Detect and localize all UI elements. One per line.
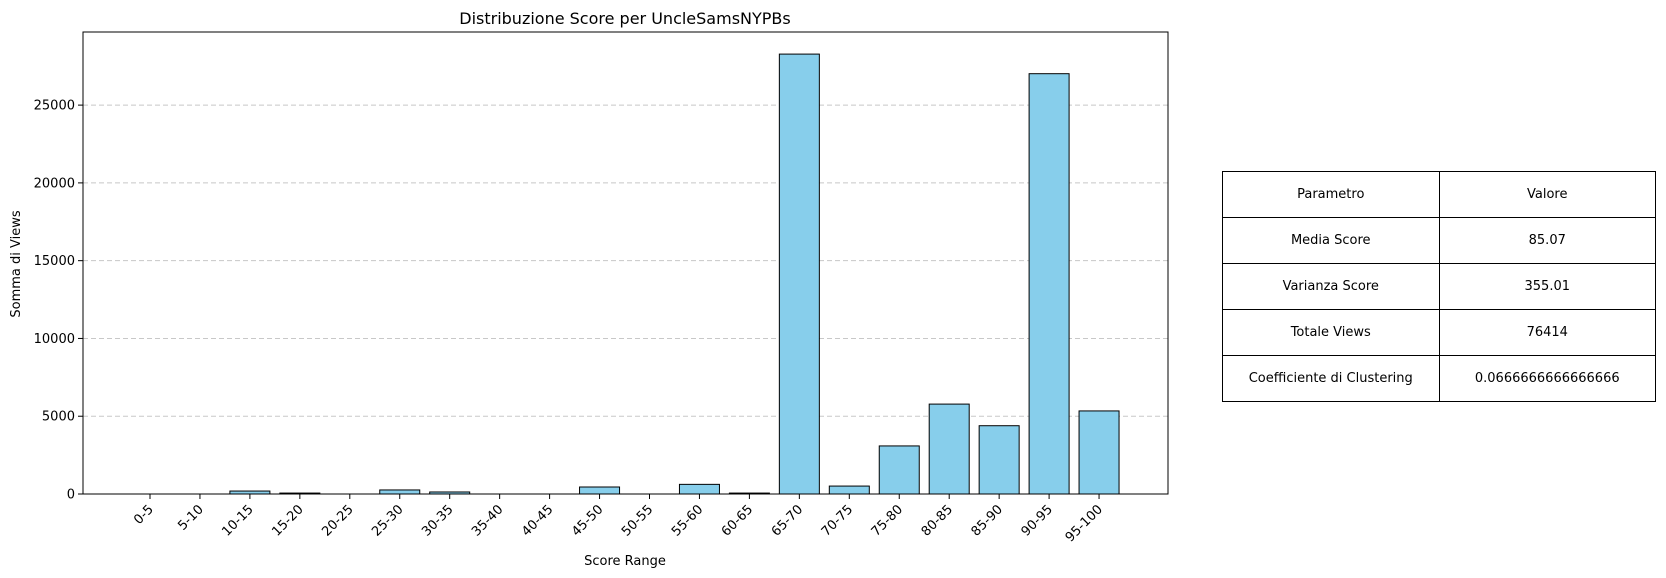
y-tick-label: 10000	[34, 332, 75, 347]
x-tick-label: 90-95	[1019, 502, 1056, 539]
table-cell-parameter: Coefficiente di Clustering	[1222, 355, 1440, 402]
bar	[778, 53, 820, 495]
table-header-cell: Parametro	[1222, 171, 1440, 218]
x-tick-label: 65-70	[769, 502, 806, 539]
y-axis-ticks: 0 5000 10000 15000 20000 25000	[34, 99, 83, 503]
table-cell-value: 355.01	[1438, 263, 1656, 310]
x-tick-label: 35-40	[469, 502, 506, 539]
x-tick-label: 80-85	[919, 502, 956, 539]
bar	[678, 483, 720, 495]
bar	[878, 445, 920, 495]
x-tick-label: 70-75	[819, 502, 856, 539]
x-tick-label: 55-60	[669, 502, 706, 539]
x-tick-label: 45-50	[569, 502, 606, 539]
x-tick-label: 60-65	[719, 502, 756, 539]
x-tick-label: 85-90	[969, 502, 1006, 539]
x-axis-ticks: 0-5 5-10 10-15 15-20 20-25 25-30 30-35 35-40 40-…	[131, 494, 1106, 545]
x-tick-label: 10-15	[219, 502, 256, 539]
table-cell-value: 85.07	[1438, 217, 1656, 264]
x-tick-label: 75-80	[869, 502, 906, 539]
x-tick-label: 25-30	[369, 502, 406, 539]
table-cell-parameter: Media Score	[1222, 217, 1440, 264]
table-header-cell: Valore	[1438, 171, 1656, 218]
x-tick-label: 30-35	[419, 502, 456, 539]
x-axis-label: Score Range	[584, 554, 666, 569]
x-tick-label: 5-10	[175, 502, 206, 533]
y-tick-label: 25000	[34, 99, 75, 114]
bar	[1078, 410, 1120, 495]
x-tick-label: 0-5	[131, 502, 157, 528]
plot-area-frame	[82, 31, 1169, 495]
table-cell-parameter: Totale Views	[1222, 309, 1440, 356]
x-tick-label: 40-45	[519, 502, 556, 539]
y-axis-label: Somma di Views	[9, 210, 24, 317]
bars	[229, 53, 1120, 495]
x-tick-label: 15-20	[269, 502, 306, 539]
stats-table: Parametro Valore Media Score 85.07 Varia…	[1222, 171, 1656, 402]
y-tick-label: 20000	[34, 176, 75, 191]
bar	[978, 425, 1020, 495]
chart-title: Distribuzione Score per UncleSamsNYPBs	[459, 9, 790, 28]
table-row: Media Score 85.07	[1222, 217, 1656, 264]
bar	[828, 485, 870, 495]
bar	[579, 486, 621, 495]
table-row: Totale Views 76414	[1222, 309, 1656, 356]
table-row: Varianza Score 355.01	[1222, 263, 1656, 310]
y-tick-label: 15000	[34, 254, 75, 269]
table-row: Coefficiente di Clustering 0.06666666666…	[1222, 355, 1656, 402]
bar	[1028, 73, 1070, 495]
bar	[928, 403, 970, 495]
y-tick-label: 0	[67, 488, 75, 503]
grid-lines	[83, 104, 1168, 417]
table-cell-parameter: Varianza Score	[1222, 263, 1440, 310]
bar	[379, 489, 421, 495]
x-tick-label: 50-55	[619, 502, 656, 539]
y-tick-label: 5000	[42, 410, 75, 425]
table-cell-value: 76414	[1438, 309, 1656, 356]
x-tick-label: 20-25	[319, 502, 356, 539]
x-tick-label: 95-100	[1063, 502, 1106, 545]
table-header-row: Parametro Valore	[1222, 171, 1656, 218]
table-cell-value: 0.0666666666666666	[1438, 355, 1656, 402]
